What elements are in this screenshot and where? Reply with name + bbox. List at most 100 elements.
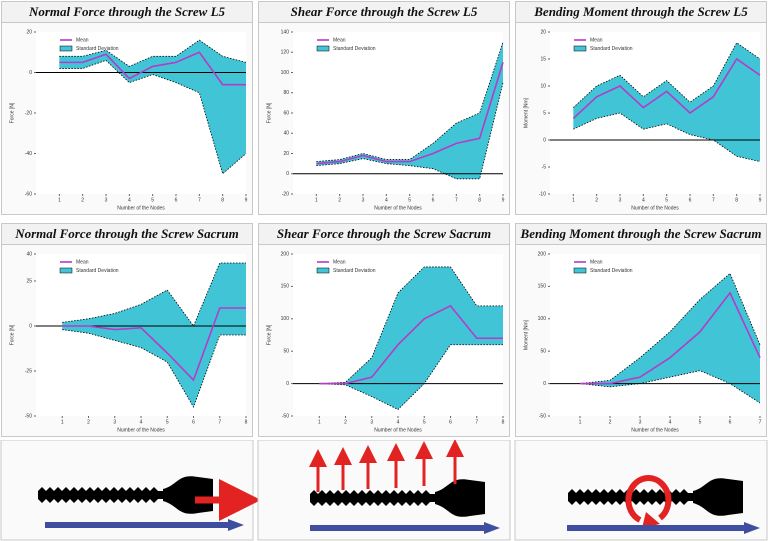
legend-label: Mean <box>76 37 89 43</box>
panel-normal <box>0 440 261 541</box>
sd-upper <box>59 39 247 67</box>
y-tick-label: -50 <box>25 413 32 419</box>
x-tick-label: 4 <box>669 419 672 425</box>
legend-swatch <box>59 45 73 52</box>
legend-label: Standard Deviation <box>76 46 119 52</box>
x-tick-label: 1 <box>579 419 582 425</box>
x-tick-label: 5 <box>699 419 702 425</box>
mean-line <box>59 51 246 86</box>
chart: -20 0 20 40 60 80 100 120 140 1 2 3 4 5 6 7 8 9 Number of … <box>266 29 504 211</box>
legend-label: Mean <box>590 37 603 43</box>
y-tick-label: 150 <box>281 284 290 290</box>
sd-band <box>62 263 246 407</box>
x-tick-label: 8 <box>502 419 505 425</box>
x-tick-label: 3 <box>619 197 622 203</box>
chart: -50 0 50 100 150 200 1 2 3 4 5 6 7 Number of the Node… <box>523 251 761 433</box>
x-tick-label: 2 <box>344 419 347 425</box>
x-tick-label: 3 <box>105 197 108 203</box>
chart-title: Shear Force through the Screw Sacrum <box>259 224 509 245</box>
sd-lower <box>573 112 761 162</box>
y-tick-label: 20 <box>26 29 32 35</box>
x-tick-label: 2 <box>87 419 90 425</box>
y-axis-label: Moment [Nm] <box>523 97 529 128</box>
x-tick-label: 6 <box>432 197 435 203</box>
sd-upper <box>573 42 761 108</box>
x-tick-label: 9 <box>245 197 248 203</box>
sd-band <box>316 42 503 179</box>
x-tick-label: 6 <box>729 419 732 425</box>
sd-upper <box>316 41 504 162</box>
x-tick-label: 8 <box>478 197 481 203</box>
x-tick-label: 6 <box>689 197 692 203</box>
x-tick-label: 7 <box>198 197 201 203</box>
chart-panel: Bending Moment through the Screw L5 -10 -5… <box>515 1 767 215</box>
x-tick-label: 1 <box>61 419 64 425</box>
y-tick-label: 20 <box>283 151 289 157</box>
y-axis-label: Force [N] <box>9 102 15 123</box>
legend-swatch <box>316 45 330 52</box>
y-tick-label: 100 <box>281 70 290 76</box>
y-tick-label: -50 <box>282 413 289 419</box>
x-tick-label: 2 <box>609 419 612 425</box>
x-tick-label: 1 <box>58 197 61 203</box>
mean-line <box>572 57 761 119</box>
legend-label: Mean <box>590 259 603 265</box>
legend-label: Standard Deviation <box>333 46 376 52</box>
x-axis-label: Number of the Nodes <box>374 427 422 433</box>
legend-label: Mean <box>333 37 346 43</box>
y-tick-label: -60 <box>25 191 32 197</box>
chart-panel: Shear Force through the Screw L5 -20 0 20 40… <box>258 1 510 215</box>
y-tick-label: 20 <box>540 29 546 35</box>
y-tick-label: 0 <box>286 381 289 387</box>
x-tick-label: 5 <box>665 197 668 203</box>
chart-title: Shear Force through the Screw L5 <box>259 2 509 23</box>
x-tick-label: 3 <box>639 419 642 425</box>
x-tick-label: 8 <box>245 419 248 425</box>
x-axis-label: Number of the Nodes <box>631 427 679 433</box>
y-tick-label: 100 <box>281 316 290 322</box>
y-tick-label: -5 <box>542 164 547 170</box>
x-tick-label: 9 <box>759 197 762 203</box>
y-tick-label: -50 <box>539 413 546 419</box>
x-tick-label: 5 <box>166 419 169 425</box>
y-tick-label: 0 <box>29 323 32 329</box>
legend-label: Standard Deviation <box>590 268 633 274</box>
y-axis-label: Force [N] <box>9 324 15 345</box>
sd-lower <box>62 329 246 408</box>
x-axis-label: Number of the Nodes <box>117 427 165 433</box>
illustrations <box>0 440 768 541</box>
chart-panel: Normal Force through the Screw Sacrum -50… <box>1 223 253 437</box>
x-tick-label: 7 <box>455 197 458 203</box>
y-tick-label: 200 <box>281 251 290 257</box>
legend-label: Mean <box>333 259 346 265</box>
chart-panel: Shear Force through the Screw Sacrum -50 0… <box>258 223 510 437</box>
sd-band <box>59 40 247 174</box>
x-tick-label: 4 <box>128 197 131 203</box>
mean-line <box>580 291 761 385</box>
x-tick-label: 4 <box>397 419 400 425</box>
mean-line <box>319 304 503 385</box>
y-tick-label: 15 <box>540 56 546 62</box>
legend-swatch <box>316 267 330 274</box>
y-tick-label: 0 <box>286 171 289 177</box>
x-tick-label: 8 <box>221 197 224 203</box>
y-tick-label: 50 <box>540 349 546 355</box>
y-axis-label: Moment [Nm] <box>523 319 529 350</box>
sd-lower <box>319 344 503 411</box>
y-tick-label: 25 <box>26 278 32 284</box>
x-tick-label: 7 <box>218 419 221 425</box>
y-tick-label: 80 <box>283 90 289 96</box>
x-tick-label: 6 <box>192 419 195 425</box>
x-tick-label: 8 <box>735 197 738 203</box>
x-tick-label: 3 <box>362 197 365 203</box>
legend-swatch <box>573 45 587 52</box>
x-tick-label: 4 <box>385 197 388 203</box>
sd-band <box>319 266 503 410</box>
y-tick-label: 60 <box>283 110 289 116</box>
sd-band <box>580 273 760 404</box>
chart-title: Normal Force through the Screw L5 <box>2 2 252 23</box>
x-tick-label: 7 <box>712 197 715 203</box>
sd-band <box>573 42 760 162</box>
mean-line <box>62 307 246 382</box>
